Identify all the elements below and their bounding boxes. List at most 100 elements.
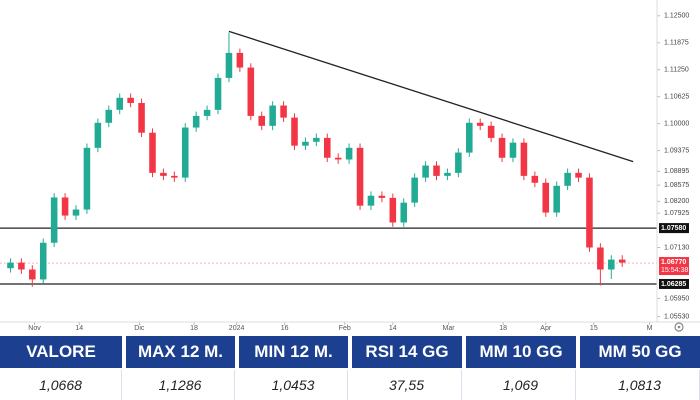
candle-body — [247, 67, 255, 116]
header-cell: MM 10 GG — [466, 336, 576, 368]
candle-body — [476, 122, 484, 126]
candle-body — [280, 105, 287, 118]
candle-body — [411, 177, 418, 203]
candle-body — [597, 247, 604, 270]
candle-body — [127, 97, 134, 103]
candle-body — [258, 115, 265, 126]
x-tick-label: 2024 — [229, 325, 245, 332]
y-tick-label: 1.08200 — [664, 198, 689, 205]
candle-body — [61, 197, 69, 216]
candle-body — [422, 165, 429, 178]
candle-body — [192, 115, 200, 128]
candle-body — [608, 259, 615, 270]
last-price-label: 1.06770 — [661, 259, 686, 266]
candle-body — [105, 109, 113, 123]
candle-body — [444, 172, 451, 176]
header-row: VALORE MAX 12 M. MIN 12 M. RSI 14 GG MM 10 G… — [0, 336, 700, 368]
candle-body — [83, 147, 91, 210]
x-tick-label: 18 — [499, 325, 507, 332]
candle-body — [39, 242, 47, 280]
candle-body — [236, 52, 244, 68]
x-tick-label: Dic — [134, 325, 145, 332]
candle-body — [553, 185, 560, 213]
stats-table: VALORE MAX 12 M. MIN 12 M. RSI 14 GG MM 10 G… — [0, 336, 700, 400]
candle-body — [29, 269, 36, 280]
level-label: 1.06285 — [661, 281, 686, 288]
y-tick-label: 1.09375 — [664, 147, 689, 154]
value-cell: 1,069 — [466, 370, 576, 400]
y-tick-label: 1.10000 — [664, 121, 689, 128]
candle-body — [291, 117, 298, 146]
settings-icon[interactable] — [674, 322, 684, 332]
y-tick-label: 1.08575 — [664, 182, 689, 189]
y-tick-label: 1.07130 — [664, 244, 689, 251]
x-tick-label: 16 — [281, 325, 289, 332]
header-cell: RSI 14 GG — [352, 336, 462, 368]
candle-body — [345, 147, 353, 160]
x-tick-label: Mar — [442, 325, 455, 332]
value-cell: 37,55 — [352, 370, 462, 400]
candle-body — [531, 175, 539, 183]
candle-body — [498, 137, 506, 158]
candle-body — [400, 202, 408, 223]
candle-body — [160, 172, 167, 176]
candle-body — [378, 195, 386, 198]
candle-body — [214, 77, 222, 110]
candle-body — [18, 262, 25, 270]
value-row: 1,0668 1,1286 1,0453 37,55 1,069 1,0813 — [0, 370, 700, 400]
x-tick-label: 14 — [389, 325, 397, 332]
candle-body — [586, 177, 593, 248]
candle-body — [455, 152, 462, 173]
candle-body — [203, 109, 211, 116]
y-tick-label: 1.08895 — [664, 168, 689, 175]
y-tick-label: 1.10625 — [664, 94, 689, 101]
candle-body — [564, 172, 571, 186]
header-cell: MM 50 GG — [580, 336, 700, 368]
candle-body — [433, 165, 440, 176]
candle-body — [50, 197, 58, 243]
header-cell: MAX 12 M. — [126, 336, 235, 368]
candle-body — [323, 137, 331, 158]
x-tick-label: M — [647, 325, 653, 332]
value-cell: 1,0813 — [580, 370, 700, 400]
candle-body — [225, 52, 233, 78]
value-cell: 1,1286 — [126, 370, 235, 400]
candle-body — [367, 195, 375, 206]
x-tick-label: Nov — [28, 325, 41, 332]
x-tick-label: 14 — [75, 325, 83, 332]
last-price-box — [659, 257, 689, 276]
x-tick-label: Feb — [339, 325, 351, 332]
header-cell: VALORE — [0, 336, 122, 368]
candle-body — [520, 142, 528, 176]
candle-body — [334, 157, 342, 160]
candle-body — [302, 141, 309, 146]
y-tick-label: 1.05950 — [664, 295, 689, 302]
candle-body — [466, 122, 473, 153]
x-tick-label: 18 — [190, 325, 198, 332]
candle-body — [269, 105, 276, 126]
candle-body — [94, 122, 102, 148]
candle-body — [171, 175, 178, 178]
candle-body — [7, 262, 14, 269]
y-tick-label: 1.05530 — [664, 313, 689, 320]
last-price-time: 15:54:38 — [661, 267, 688, 274]
y-tick-label: 1.11250 — [664, 67, 689, 74]
chart: 1.12500 1.11875 1.11250 1.10625 1.10000 1.093… — [0, 0, 700, 332]
level-label-box — [659, 278, 689, 289]
candle-body — [138, 102, 145, 133]
x-tick-label: Apr — [540, 325, 552, 332]
candle-body — [356, 147, 364, 206]
candle-body — [542, 182, 550, 213]
y-tick-label: 1.11875 — [664, 40, 689, 47]
candle-body — [72, 209, 80, 216]
value-cell: 1,0668 — [0, 370, 122, 400]
trend-line — [228, 30, 634, 163]
candle-body — [149, 132, 156, 173]
y-tick-label: 1.12500 — [664, 13, 689, 20]
candle-body — [618, 259, 626, 263]
candle-body — [509, 142, 517, 158]
candle-body — [487, 125, 495, 138]
y-tick-label: 1.07925 — [664, 210, 689, 217]
candle-body — [181, 127, 189, 178]
